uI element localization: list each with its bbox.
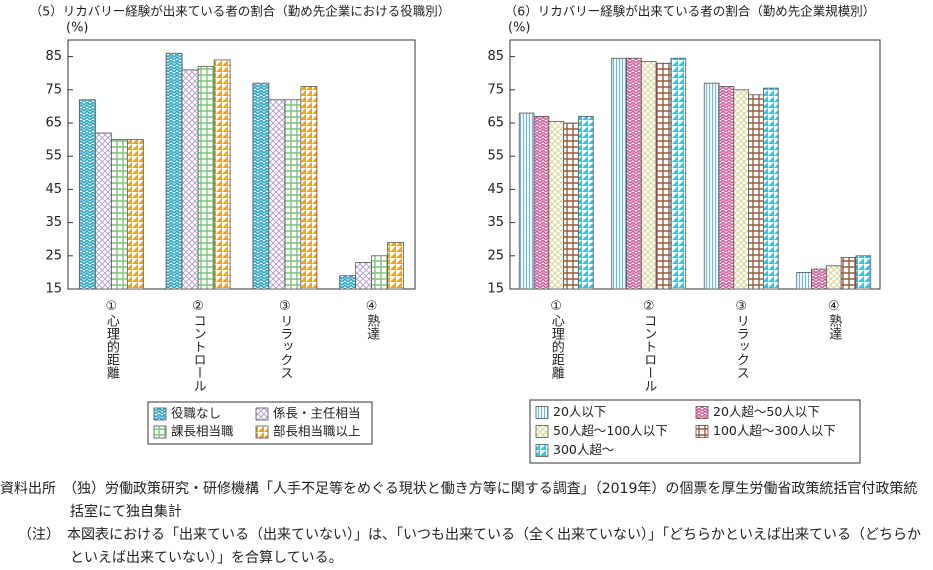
bar xyxy=(300,86,318,290)
x-tick-label: ③リラックス xyxy=(734,299,749,379)
source-note: 資料出所 （独）労働政策研究・研修機構「人手不足等をめぐる現状と働き方等に関する… xyxy=(0,481,918,520)
bar xyxy=(533,115,550,290)
y-tick-label: 45 xyxy=(45,182,62,197)
chart-title: （5）リカバリー経験が出来ている者の割合（勤め先企業における役職別） xyxy=(30,4,450,19)
bar xyxy=(825,265,842,290)
y-tick-label: 85 xyxy=(487,49,504,64)
y-tick-label: 25 xyxy=(45,248,62,263)
legend-swatch xyxy=(695,406,709,419)
y-tick-label: 25 xyxy=(487,248,504,263)
bar xyxy=(268,99,286,290)
x-tick-label: ①心理的距離 xyxy=(104,299,120,379)
bar xyxy=(748,94,764,290)
legend-label: 部長相当職以上 xyxy=(273,424,361,439)
bar xyxy=(518,112,535,290)
legend-label: 300人超～ xyxy=(553,442,614,457)
legend-swatch xyxy=(535,444,549,457)
y-tick-label: 85 xyxy=(45,49,62,64)
legend-swatch xyxy=(153,425,167,439)
bar xyxy=(840,257,857,290)
legend-swatch xyxy=(255,407,269,421)
y-tick-label: 75 xyxy=(45,82,62,97)
y-tick-label: 75 xyxy=(487,82,504,97)
bar xyxy=(339,275,357,290)
bar xyxy=(578,115,594,290)
legend-swatch xyxy=(535,406,549,419)
notes: 資料出所 （独）労働政策研究・研修機構「人手不足等をめぐる現状と働き方等に関する… xyxy=(0,478,930,570)
bar xyxy=(213,59,231,290)
footnote: （注） 本図表における「出来ている（出来ていない）」は、「いつも出来ている（全く… xyxy=(18,527,921,566)
bar xyxy=(670,57,687,290)
y-tick-label: 15 xyxy=(45,282,62,297)
x-tick-label: ②コントロール xyxy=(641,299,656,392)
bar xyxy=(811,268,827,290)
legend-label: 役職なし xyxy=(171,406,221,421)
y-tick-label: 65 xyxy=(45,116,62,131)
y-tick-label: 65 xyxy=(487,116,504,131)
bar xyxy=(626,57,642,290)
bar xyxy=(110,139,128,290)
y-tick-label: 55 xyxy=(487,149,504,164)
bar xyxy=(611,57,627,290)
bar xyxy=(94,132,112,290)
x-tick-label: ①心理的距離 xyxy=(549,299,565,379)
bar xyxy=(548,120,565,290)
bar xyxy=(387,242,405,290)
bar xyxy=(640,61,657,290)
plot-frame xyxy=(67,39,416,290)
legend-frame xyxy=(529,399,861,464)
chart-title: （6）リカバリー経験が出来ている者の割合（勤め先企業規模別） xyxy=(505,4,875,19)
x-tick-label: ③リラックス xyxy=(277,299,292,379)
y-tick-label: 35 xyxy=(487,215,504,230)
bar xyxy=(855,255,872,290)
y-axis-label: (%) xyxy=(66,21,89,36)
y-axis-label: (%) xyxy=(508,21,531,36)
bar xyxy=(703,82,720,290)
charts: （5）リカバリー経験が出来ている者の割合（勤め先企業における役職別） (%) 15 2… xyxy=(30,4,881,464)
legend-swatch xyxy=(153,407,167,421)
bar xyxy=(181,69,199,290)
legend-label: 20人以下 xyxy=(553,404,606,419)
bar xyxy=(763,87,779,290)
plot-frame xyxy=(509,39,881,290)
bar xyxy=(252,82,270,290)
bar xyxy=(197,66,215,290)
bar xyxy=(126,139,144,290)
legend-label: 50人超～100人以下 xyxy=(553,423,668,438)
bar xyxy=(78,99,96,290)
bar xyxy=(563,122,579,290)
legend-swatch xyxy=(695,425,709,438)
y-tick-label: 45 xyxy=(487,182,504,197)
bar xyxy=(355,262,373,290)
bar xyxy=(655,62,672,290)
legend-label: 課長相当職 xyxy=(171,424,234,439)
bar xyxy=(718,86,735,290)
y-tick-label: 35 xyxy=(45,215,62,230)
bar xyxy=(371,255,389,290)
bar xyxy=(284,99,302,290)
legend-label: 20人超～50人以下 xyxy=(713,404,820,419)
y-tick-label: 55 xyxy=(45,149,62,164)
bar xyxy=(796,271,812,290)
legend-label: 100人超～300人以下 xyxy=(713,423,836,438)
bar xyxy=(165,52,183,290)
legend-swatch xyxy=(535,425,549,438)
x-tick-label: ④熟達 xyxy=(364,299,380,340)
x-tick-label: ②コントロール xyxy=(191,299,206,392)
legend-label: 係長・主任相当 xyxy=(273,406,361,421)
bar xyxy=(733,89,750,290)
y-tick-label: 15 xyxy=(487,282,504,297)
legend-swatch xyxy=(255,425,269,439)
x-tick-label: ④熟達 xyxy=(826,299,842,340)
